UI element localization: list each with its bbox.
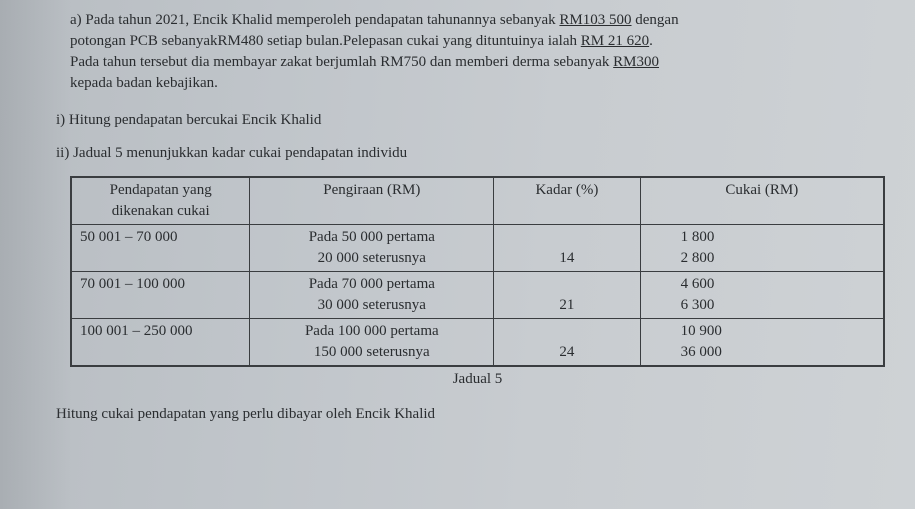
para-line3-prefix: Pada tahun tersebut dia membayar zakat b… (70, 54, 613, 70)
amount-derma: RM300 (613, 54, 659, 70)
cell-range: 100 001 – 250 000 (71, 319, 250, 367)
tax-line1: 10 900 (681, 323, 722, 339)
jadual-intro: ii) Jadual 5 menunjukkan kadar cukai pen… (56, 143, 885, 164)
calc-line2: 150 000 seterusnya (314, 344, 430, 360)
para-line4: kepada badan kebajikan. (70, 75, 218, 91)
table-header-row: Pendapatan yang dikenakan cukai Pengiraa… (71, 177, 884, 225)
last-instruction: Hitung cukai pendapatan yang perlu dibay… (56, 404, 885, 425)
cell-rate: 24 (494, 319, 640, 367)
para-line2-prefix: potongan PCB sebanyakRM480 setiap bulan.… (70, 33, 581, 49)
para-line2-end: . (649, 33, 653, 49)
para-line1-prefix: a) Pada tahun 2021, Encik Khalid mempero… (70, 12, 559, 28)
cell-calc: Pada 50 000 pertama 20 000 seterusnya (250, 225, 494, 272)
table-row: 50 001 – 70 000 Pada 50 000 pertama 20 0… (71, 225, 884, 272)
calc-line1: Pada 70 000 pertama (309, 276, 435, 292)
tax-line2: 6 300 (681, 297, 715, 313)
calc-line1: Pada 50 000 pertama (309, 229, 435, 245)
cell-tax: 4 600 6 300 (640, 272, 884, 319)
cell-range: 50 001 – 70 000 (71, 225, 250, 272)
cell-rate: 14 (494, 225, 640, 272)
cell-tax: 1 800 2 800 (640, 225, 884, 272)
cell-rate: 21 (494, 272, 640, 319)
cell-calc: Pada 70 000 pertama 30 000 seterusnya (250, 272, 494, 319)
amount-pelepasan: RM 21 620 (581, 33, 649, 49)
tax-line1: 4 600 (681, 276, 715, 292)
tax-line2: 2 800 (681, 250, 715, 266)
cell-calc: Pada 100 000 pertama 150 000 seterusnya (250, 319, 494, 367)
page-shadow (0, 0, 72, 509)
calc-line2: 30 000 seterusnya (318, 297, 426, 313)
header-pengiraan: Pengiraan (RM) (250, 177, 494, 225)
header-cukai: Cukai (RM) (640, 177, 884, 225)
cell-range: 70 001 – 100 000 (71, 272, 250, 319)
question-paragraph: a) Pada tahun 2021, Encik Khalid mempero… (70, 10, 885, 94)
calc-line1: Pada 100 000 pertama (305, 323, 439, 339)
header-kadar: Kadar (%) (494, 177, 640, 225)
tax-line2: 36 000 (681, 344, 722, 360)
table-caption: Jadual 5 (70, 369, 885, 390)
tax-line1: 1 800 (681, 229, 715, 245)
amount-annual: RM103 500 (559, 12, 631, 28)
table-row: 100 001 – 250 000 Pada 100 000 pertama 1… (71, 319, 884, 367)
table-row: 70 001 – 100 000 Pada 70 000 pertama 30 … (71, 272, 884, 319)
tax-table: Pendapatan yang dikenakan cukai Pengiraa… (70, 176, 885, 367)
para-line1-suffix: dengan (632, 12, 679, 28)
calc-line2: 20 000 seterusnya (318, 250, 426, 266)
header-pendapatan: Pendapatan yang dikenakan cukai (71, 177, 250, 225)
part-i: i) Hitung pendapatan bercukai Encik Khal… (56, 110, 885, 131)
cell-tax: 10 900 36 000 (640, 319, 884, 367)
